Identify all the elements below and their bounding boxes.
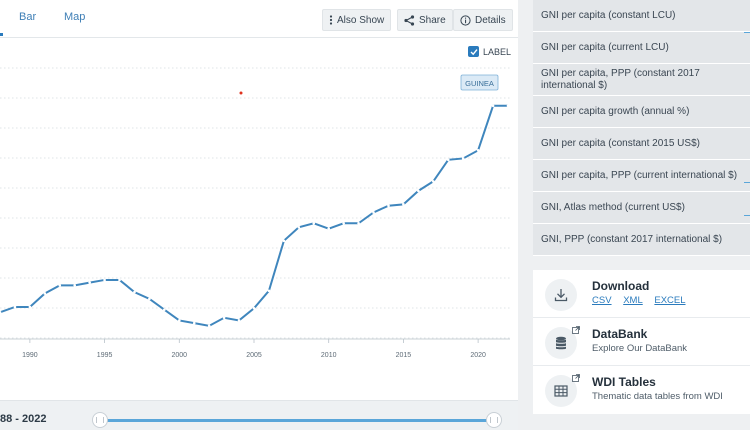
data-point <box>13 305 17 309</box>
data-point <box>327 227 331 230</box>
indicator-gni-per-capita-growth[interactable]: GNI per capita growth (annual %) <box>533 96 750 128</box>
label-toggle-text: LABEL <box>483 46 512 57</box>
x-tick-label: 1990 <box>22 352 38 359</box>
share-label: Share <box>419 14 446 26</box>
data-point <box>177 319 181 322</box>
data-point <box>192 321 196 325</box>
databank-subtitle: Explore Our DataBank <box>592 343 688 354</box>
end-label-box <box>460 74 499 91</box>
x-tick-label: 2000 <box>172 352 188 359</box>
share-button[interactable]: Share <box>397 9 453 31</box>
indicator-gni-per-capita-constant-usd[interactable]: GNI per capita (constant 2015 US$) <box>533 128 750 160</box>
download-title: Download <box>592 279 650 293</box>
resources-card: Download CSV XML EXCEL DataBank Explore … <box>533 270 750 414</box>
indicator-gni-per-capita-ppp-current[interactable]: GNI per capita, PPP (current internation… <box>533 160 750 192</box>
download-csv-link[interactable]: CSV <box>592 295 612 306</box>
data-point <box>0 311 2 314</box>
data-point <box>342 221 345 225</box>
data-point <box>207 324 211 328</box>
databank-title[interactable]: DataBank <box>592 327 648 341</box>
data-point <box>431 180 435 183</box>
external-link-icon <box>572 369 580 387</box>
x-tick-label: 2015 <box>396 352 412 359</box>
details-button[interactable]: Details <box>453 9 513 31</box>
tab-map[interactable]: Map <box>64 11 86 23</box>
slider-end-handle[interactable] <box>486 412 502 428</box>
chart-toolbar: Bar Map Also Show Share Details <box>0 0 518 38</box>
x-tick-label: 2010 <box>321 352 337 359</box>
related-indicators-list: GNI per capita (constant LCU) GNI per ca… <box>533 0 750 256</box>
wdi-tables-subtitle: Thematic data tables from WDI <box>592 391 723 402</box>
indicator-edge-mark <box>744 182 750 183</box>
year-range-text: 88 - 2022 <box>0 413 47 425</box>
data-point <box>252 307 256 310</box>
more-dots-icon <box>329 15 333 25</box>
also-show-label: Also Show <box>337 14 385 26</box>
data-point <box>461 157 465 160</box>
details-label: Details <box>475 14 506 26</box>
data-point <box>73 284 77 287</box>
data-point <box>357 221 360 225</box>
download-excel-link[interactable]: EXCEL <box>654 295 686 306</box>
indicator-gni-ppp-constant[interactable]: GNI, PPP (constant 2017 international $) <box>533 224 750 256</box>
tab-bar[interactable]: Bar <box>19 11 37 23</box>
info-icon <box>460 14 471 26</box>
data-point <box>148 297 151 301</box>
data-point <box>506 104 510 108</box>
database-icon <box>545 327 577 359</box>
wdi-tables-section[interactable]: WDI Tables Thematic data tables from WDI <box>533 366 750 414</box>
share-icon <box>404 14 415 26</box>
download-section: Download CSV XML EXCEL <box>533 270 750 318</box>
active-tab-indicator <box>0 33 3 36</box>
x-tick-label: 2020 <box>470 352 486 359</box>
data-point <box>133 290 136 294</box>
series-line <box>0 104 508 327</box>
download-xml-link[interactable]: XML <box>623 295 643 306</box>
data-point <box>476 149 480 152</box>
also-show-button[interactable]: Also Show <box>322 9 392 31</box>
data-point <box>491 104 495 108</box>
data-point <box>163 308 166 311</box>
year-slider-track[interactable] <box>100 419 494 422</box>
external-link-icon <box>572 321 580 339</box>
label-toggle[interactable]: LABEL <box>468 46 511 57</box>
indicator-gni-per-capita-constant-lcu[interactable]: GNI per capita (constant LCU) <box>533 0 750 32</box>
wdi-tables-title[interactable]: WDI Tables <box>592 375 656 389</box>
data-point <box>88 281 91 284</box>
data-point <box>103 278 106 282</box>
data-point <box>118 278 121 282</box>
indicator-gni-per-capita-current-lcu[interactable]: GNI per capita (current LCU) <box>533 32 750 64</box>
end-label-text: GUINEA <box>465 79 494 88</box>
line-chart: 1990 1995 2000 2005 2010 2015 2020 GUINEA <box>0 67 510 359</box>
data-point <box>282 239 286 243</box>
data-point <box>43 292 47 295</box>
databank-section[interactable]: DataBank Explore Our DataBank <box>533 318 750 366</box>
label-checkbox[interactable] <box>468 46 479 57</box>
download-links: CSV XML EXCEL <box>592 295 695 306</box>
indicator-edge-mark <box>744 32 750 33</box>
indicator-gni-per-capita-ppp-constant[interactable]: GNI per capita, PPP (constant 2017 inter… <box>533 64 750 96</box>
timeline-bar: 88 - 2022 <box>0 400 518 430</box>
table-icon <box>545 375 577 407</box>
highlight-dot <box>239 91 243 95</box>
x-tick-label: 1995 <box>97 352 113 359</box>
data-point <box>297 226 301 229</box>
data-point <box>387 204 390 207</box>
indicator-gni-atlas-method[interactable]: GNI, Atlas method (current US$) <box>533 192 750 224</box>
slider-start-handle[interactable] <box>92 412 108 428</box>
data-point <box>58 284 62 287</box>
x-tick-label: 2005 <box>246 352 262 359</box>
data-point <box>237 319 241 322</box>
data-point <box>267 289 271 293</box>
data-point <box>28 305 32 309</box>
indicator-edge-mark <box>744 215 750 216</box>
download-icon <box>545 279 577 311</box>
data-point <box>417 189 420 193</box>
chart-panel: Bar Map Also Show Share Details 1990 1995… <box>0 0 518 430</box>
data-point <box>372 211 375 214</box>
data-point <box>402 203 405 206</box>
data-point <box>446 158 450 162</box>
data-point <box>312 221 316 225</box>
data-point <box>222 316 226 320</box>
